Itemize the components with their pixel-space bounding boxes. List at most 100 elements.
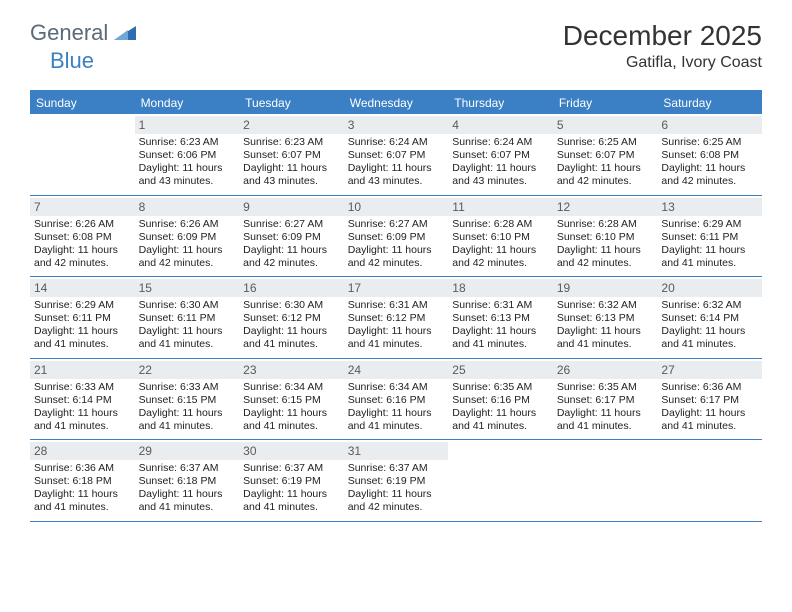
sunset-text: Sunset: 6:07 PM [243, 149, 340, 162]
daylight-text: Daylight: 11 hours and 41 minutes. [557, 325, 654, 351]
day-number: 19 [553, 279, 658, 297]
sunrise-text: Sunrise: 6:36 AM [34, 462, 131, 475]
daylight-text: Daylight: 11 hours and 42 minutes. [557, 244, 654, 270]
week-row: 14Sunrise: 6:29 AMSunset: 6:11 PMDayligh… [30, 277, 762, 359]
daylight-text: Daylight: 11 hours and 43 minutes. [452, 162, 549, 188]
title-block: December 2025 Gatifla, Ivory Coast [563, 20, 762, 72]
sunset-text: Sunset: 6:08 PM [34, 231, 131, 244]
week-row: 28Sunrise: 6:36 AMSunset: 6:18 PMDayligh… [30, 440, 762, 522]
day-number: 25 [448, 361, 553, 379]
sunrise-text: Sunrise: 6:23 AM [243, 136, 340, 149]
sunrise-text: Sunrise: 6:25 AM [661, 136, 758, 149]
sunrise-text: Sunrise: 6:32 AM [557, 299, 654, 312]
sunset-text: Sunset: 6:10 PM [557, 231, 654, 244]
daylight-text: Daylight: 11 hours and 41 minutes. [139, 325, 236, 351]
sunrise-text: Sunrise: 6:23 AM [139, 136, 236, 149]
sunrise-text: Sunrise: 6:35 AM [557, 381, 654, 394]
day-number: 13 [657, 198, 762, 216]
day-cell: 20Sunrise: 6:32 AMSunset: 6:14 PMDayligh… [657, 277, 762, 358]
logo-text-blue: Blue [50, 48, 94, 73]
sunrise-text: Sunrise: 6:29 AM [34, 299, 131, 312]
day-number: 7 [30, 198, 135, 216]
daylight-text: Daylight: 11 hours and 41 minutes. [243, 488, 340, 514]
day-number: 23 [239, 361, 344, 379]
day-cell: 31Sunrise: 6:37 AMSunset: 6:19 PMDayligh… [344, 440, 449, 521]
day-cell [30, 114, 135, 195]
sunset-text: Sunset: 6:07 PM [452, 149, 549, 162]
logo-triangle-icon [114, 22, 136, 45]
dow-sunday: Sunday [30, 92, 135, 114]
day-cell: 11Sunrise: 6:28 AMSunset: 6:10 PMDayligh… [448, 196, 553, 277]
daylight-text: Daylight: 11 hours and 42 minutes. [348, 244, 445, 270]
daylight-text: Daylight: 11 hours and 41 minutes. [243, 407, 340, 433]
day-cell: 17Sunrise: 6:31 AMSunset: 6:12 PMDayligh… [344, 277, 449, 358]
week-row: 21Sunrise: 6:33 AMSunset: 6:14 PMDayligh… [30, 359, 762, 441]
daylight-text: Daylight: 11 hours and 42 minutes. [557, 162, 654, 188]
week-row: 7 Sunrise: 6:26 AMSunset: 6:08 PM Daylight… [30, 196, 762, 278]
day-number: 11 [448, 198, 553, 216]
sunset-text: Sunset: 6:16 PM [348, 394, 445, 407]
logo: General [30, 20, 138, 46]
daylight-text: Daylight: 11 hours and 41 minutes. [243, 325, 340, 351]
day-number: 3 [344, 116, 449, 134]
sunset-text: Sunset: 6:09 PM [348, 231, 445, 244]
sunset-text: Sunset: 6:11 PM [139, 312, 236, 325]
dow-row: Sunday Monday Tuesday Wednesday Thursday… [30, 92, 762, 114]
day-number: 20 [657, 279, 762, 297]
sunrise-text: Sunrise: 6:24 AM [348, 136, 445, 149]
day-number: 17 [344, 279, 449, 297]
daylight-text: Daylight: 11 hours and 41 minutes. [452, 407, 549, 433]
sunset-text: Sunset: 6:15 PM [139, 394, 236, 407]
sunrise-text: Sunrise: 6:27 AM [348, 218, 445, 231]
sunrise-text: Sunrise: 6:37 AM [243, 462, 340, 475]
sunset-text: Sunset: 6:11 PM [661, 231, 758, 244]
sunset-text: Sunset: 6:19 PM [243, 475, 340, 488]
daylight-text: Daylight: 11 hours and 41 minutes. [139, 407, 236, 433]
daylight-text: Daylight: 11 hours and 41 minutes. [661, 325, 758, 351]
sunset-text: Sunset: 6:18 PM [139, 475, 236, 488]
sunset-text: Sunset: 6:07 PM [557, 149, 654, 162]
dow-tuesday: Tuesday [239, 92, 344, 114]
day-number: 21 [30, 361, 135, 379]
daylight-text: Daylight: 11 hours and 41 minutes. [348, 325, 445, 351]
sunset-text: Sunset: 6:19 PM [348, 475, 445, 488]
day-number: 24 [344, 361, 449, 379]
daylight-text: Daylight: 11 hours and 41 minutes. [139, 488, 236, 514]
day-cell: 3Sunrise: 6:24 AMSunset: 6:07 PMDaylight… [344, 114, 449, 195]
daylight-text: Daylight: 11 hours and 41 minutes. [452, 325, 549, 351]
daylight-text: Daylight: 11 hours and 42 minutes. [348, 488, 445, 514]
sunset-text: Sunset: 6:12 PM [348, 312, 445, 325]
day-number: 28 [30, 442, 135, 460]
daylight-text: Daylight: 11 hours and 41 minutes. [348, 407, 445, 433]
day-number: 16 [239, 279, 344, 297]
day-cell: 22Sunrise: 6:33 AMSunset: 6:15 PMDayligh… [135, 359, 240, 440]
day-cell: 5Sunrise: 6:25 AMSunset: 6:07 PMDaylight… [553, 114, 658, 195]
day-cell: 6Sunrise: 6:25 AMSunset: 6:08 PMDaylight… [657, 114, 762, 195]
sunset-text: Sunset: 6:11 PM [34, 312, 131, 325]
day-cell: 26Sunrise: 6:35 AMSunset: 6:17 PMDayligh… [553, 359, 658, 440]
sunset-text: Sunset: 6:13 PM [452, 312, 549, 325]
day-number: 9 [239, 198, 344, 216]
sunset-text: Sunset: 6:14 PM [661, 312, 758, 325]
day-cell: 16Sunrise: 6:30 AMSunset: 6:12 PMDayligh… [239, 277, 344, 358]
daylight-text: Daylight: 11 hours and 43 minutes. [243, 162, 340, 188]
day-number: 4 [448, 116, 553, 134]
daylight-text: Daylight: 11 hours and 43 minutes. [139, 162, 236, 188]
header: General December 2025 Gatifla, Ivory Coa… [0, 0, 792, 82]
daylight-text: Daylight: 11 hours and 41 minutes. [34, 488, 131, 514]
daylight-text: Daylight: 11 hours and 41 minutes. [661, 244, 758, 270]
sunset-text: Sunset: 6:13 PM [557, 312, 654, 325]
day-cell: 25Sunrise: 6:35 AMSunset: 6:16 PMDayligh… [448, 359, 553, 440]
day-number: 10 [344, 198, 449, 216]
day-cell: 4Sunrise: 6:24 AMSunset: 6:07 PMDaylight… [448, 114, 553, 195]
dow-thursday: Thursday [448, 92, 553, 114]
daylight-text: Daylight: 11 hours and 43 minutes. [348, 162, 445, 188]
day-cell: 1Sunrise: 6:23 AMSunset: 6:06 PMDaylight… [135, 114, 240, 195]
day-number: 27 [657, 361, 762, 379]
daylight-text: Daylight: 11 hours and 41 minutes. [557, 407, 654, 433]
daylight-text: Daylight: 11 hours and 42 minutes. [661, 162, 758, 188]
sunrise-text: Sunrise: 6:26 AM [34, 218, 131, 231]
day-number: 8 [135, 198, 240, 216]
day-cell: 23Sunrise: 6:34 AMSunset: 6:15 PMDayligh… [239, 359, 344, 440]
sunset-text: Sunset: 6:15 PM [243, 394, 340, 407]
